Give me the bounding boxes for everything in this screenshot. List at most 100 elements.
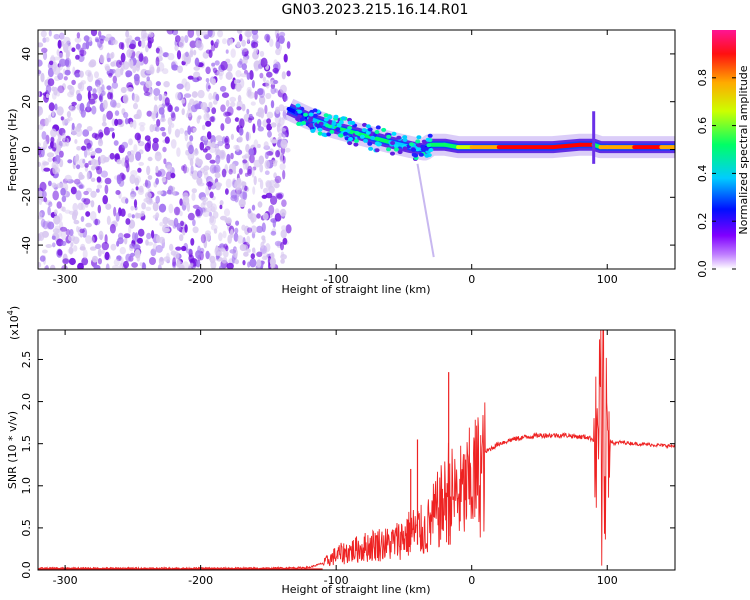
noise-speck: [235, 144, 240, 152]
noise-speck: [38, 262, 42, 268]
noise-speck: [145, 69, 153, 74]
noise-speck: [47, 221, 55, 230]
noise-speck: [241, 49, 245, 56]
noise-speck: [85, 211, 91, 217]
noise-speck: [236, 30, 243, 34]
noise-speck: [229, 96, 237, 103]
ridge-speck: [402, 146, 408, 151]
noise-speck: [184, 35, 189, 43]
noise-speck: [86, 101, 91, 111]
noise-speck: [184, 224, 188, 233]
noise-speck: [126, 49, 132, 58]
noise-speck: [147, 138, 152, 149]
ridge-speck: [426, 143, 432, 148]
noise-speck: [257, 201, 263, 208]
noise-speck: [125, 218, 131, 225]
noise-speck: [135, 212, 139, 219]
spectrogram-y-label: Frequency (Hz): [6, 109, 19, 192]
noise-speck: [72, 202, 78, 212]
noise-speck: [69, 85, 75, 96]
noise-speck: [137, 228, 145, 237]
noise-speck: [209, 159, 216, 164]
noise-speck: [175, 246, 182, 251]
noise-speck: [53, 209, 58, 216]
noise-speck: [138, 122, 146, 127]
noise-speck: [223, 208, 231, 217]
noise-speck: [208, 211, 212, 217]
noise-speck: [80, 80, 87, 85]
noise-speck: [148, 31, 154, 38]
noise-speck: [179, 211, 183, 217]
noise-speck: [43, 167, 51, 172]
noise-speck: [225, 99, 230, 107]
noise-speck: [59, 32, 65, 40]
noise-speck: [195, 208, 201, 217]
noise-speck: [229, 249, 237, 254]
noise-speck: [279, 208, 287, 217]
noise-speck: [261, 235, 266, 241]
noise-speck: [52, 61, 58, 69]
noise-speck: [41, 47, 48, 53]
noise-speck: [135, 186, 139, 191]
noise-speck: [48, 114, 52, 123]
noise-speck: [61, 240, 67, 246]
noise-speck: [98, 132, 104, 138]
noise-speck: [247, 165, 253, 175]
noise-speck: [168, 185, 174, 195]
noise-speck: [50, 141, 54, 149]
noise-speck: [170, 172, 176, 179]
noise-speck: [105, 65, 111, 72]
noise-speck: [253, 47, 259, 55]
noise-speck: [180, 220, 184, 227]
noise-speck: [210, 40, 214, 46]
noise-speck: [223, 250, 229, 258]
noise-speck: [200, 102, 208, 110]
noise-speck: [38, 91, 41, 97]
y-tick-label: 2.5: [20, 351, 33, 369]
noise-speck: [251, 41, 259, 49]
noise-speck: [192, 226, 199, 234]
noise-speck: [259, 163, 264, 173]
noise-speck: [143, 56, 149, 65]
noise-speck: [133, 244, 141, 251]
noise-speck: [158, 49, 164, 57]
ridge-speck: [424, 146, 430, 151]
noise-speck: [258, 88, 266, 99]
spectrogram-content: [38, 30, 675, 269]
noise-speck: [91, 165, 96, 171]
noise-speck: [97, 39, 103, 48]
noise-speck: [273, 172, 277, 179]
noise-speck: [62, 258, 70, 265]
noise-speck: [257, 143, 261, 149]
noise-speck: [43, 197, 48, 203]
noise-speck: [42, 51, 48, 61]
noise-speck: [161, 131, 167, 137]
noise-speck: [94, 71, 99, 79]
noise-speck: [98, 95, 103, 101]
noise-speck: [127, 213, 132, 218]
noise-speck: [152, 141, 159, 152]
noise-speck: [76, 225, 80, 233]
noise-speck: [82, 158, 86, 164]
ridge-speck: [327, 120, 333, 125]
noise-speck: [116, 118, 123, 125]
noise-speck: [172, 257, 177, 267]
ridge-segment: [361, 133, 393, 145]
noise-speck: [208, 49, 213, 58]
ridge-speck: [409, 142, 414, 147]
noise-speck: [209, 191, 214, 199]
noise-speck: [193, 49, 197, 56]
noise-speck: [100, 170, 109, 178]
noise-speck: [257, 126, 264, 132]
noise-speck: [154, 151, 162, 162]
noise-speck: [63, 76, 68, 81]
noise-speck: [58, 58, 67, 67]
noise-speck: [264, 170, 270, 175]
noise-speck: [246, 248, 251, 253]
noise-speck: [189, 158, 194, 167]
noise-speck: [180, 35, 185, 43]
colorbar-tick-label: 0.6: [696, 117, 709, 135]
noise-speck: [90, 158, 97, 166]
noise-speck: [213, 228, 218, 234]
noise-speck: [122, 94, 129, 104]
